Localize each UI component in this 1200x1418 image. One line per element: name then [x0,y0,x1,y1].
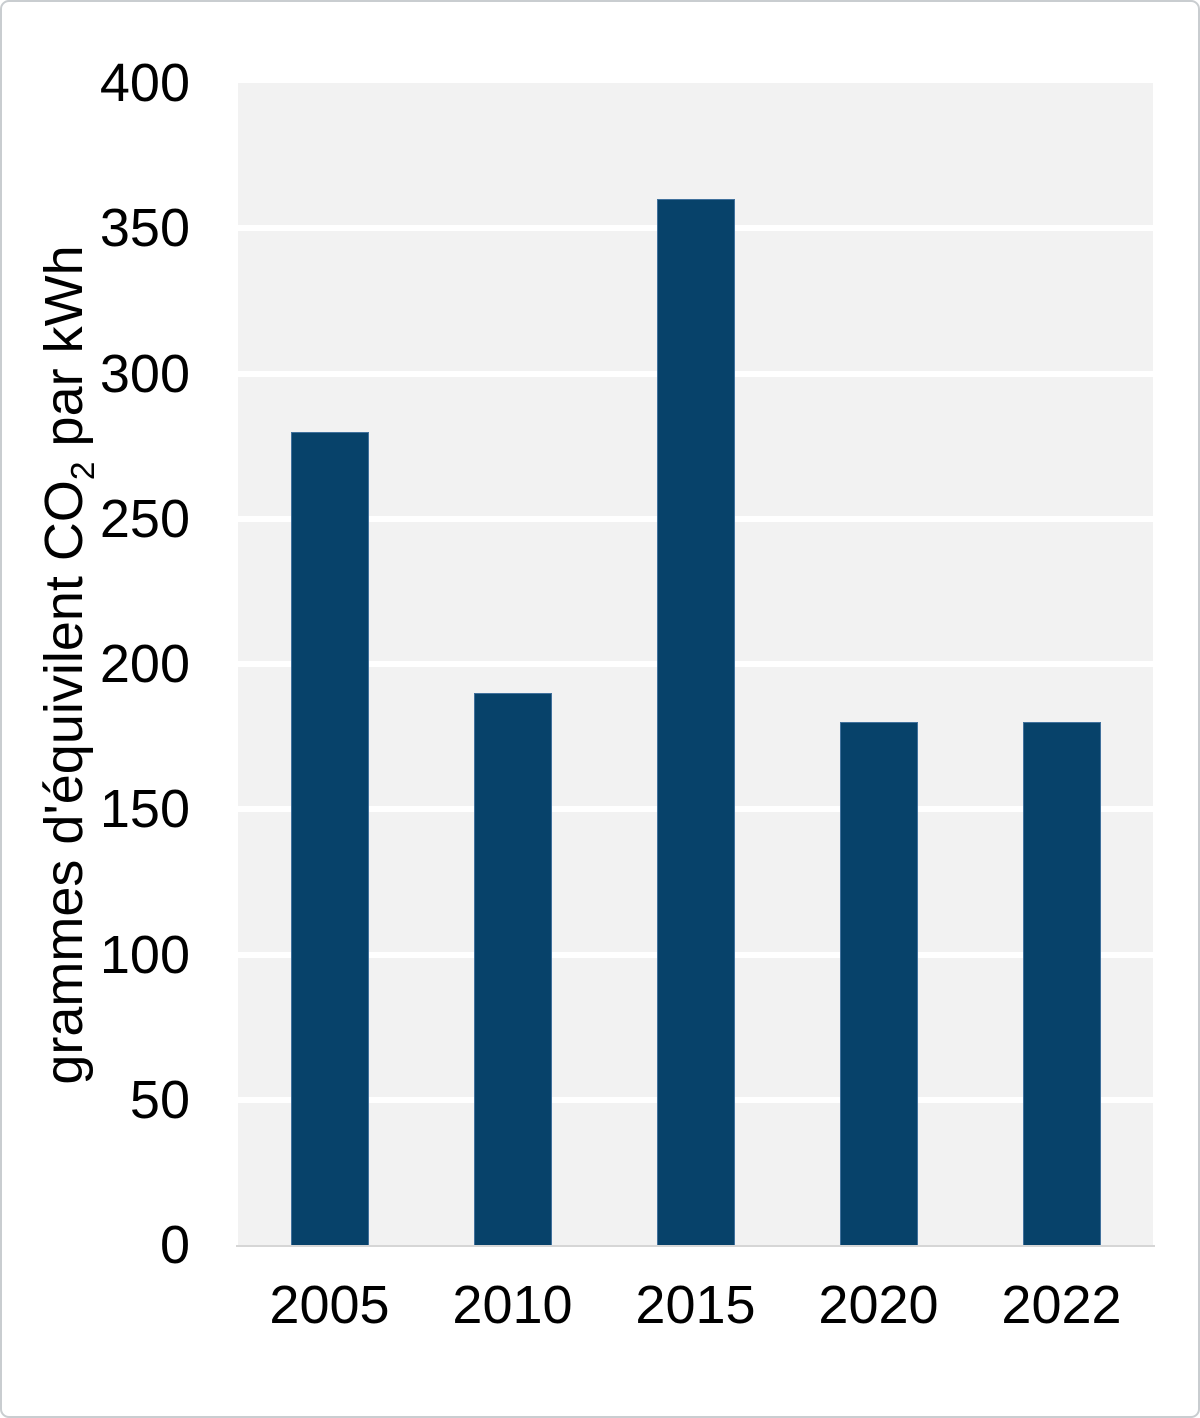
bar-2020 [839,722,918,1245]
bar-2005 [290,431,369,1245]
x-tick-label-2020: 2020 [818,1275,939,1335]
bar-2022 [1022,722,1101,1245]
y-tick-label-300: 300 [99,343,190,404]
y-tick-label-50: 50 [129,1069,190,1130]
y-tick-label-150: 150 [99,779,190,840]
y-axis-title-subscript: 2 [64,461,102,481]
bar-2015 [656,199,735,1245]
x-tick-label-2010: 2010 [452,1275,573,1335]
y-tick-label-200: 200 [99,634,190,694]
x-tick-label-2005: 2005 [269,1275,390,1335]
x-axis-line [236,1245,1155,1247]
plot-area [238,83,1153,1245]
x-tick-label-2022: 2022 [1001,1275,1122,1335]
y-tick-label-400: 400 [99,53,190,113]
y-tick-label-350: 350 [99,198,190,259]
bar-2010 [473,693,552,1245]
x-tick-label-2015: 2015 [635,1275,756,1335]
y-tick-label-0: 0 [159,1215,190,1275]
y-tick-label-250: 250 [99,488,190,549]
y-tick-label-100: 100 [99,924,190,985]
